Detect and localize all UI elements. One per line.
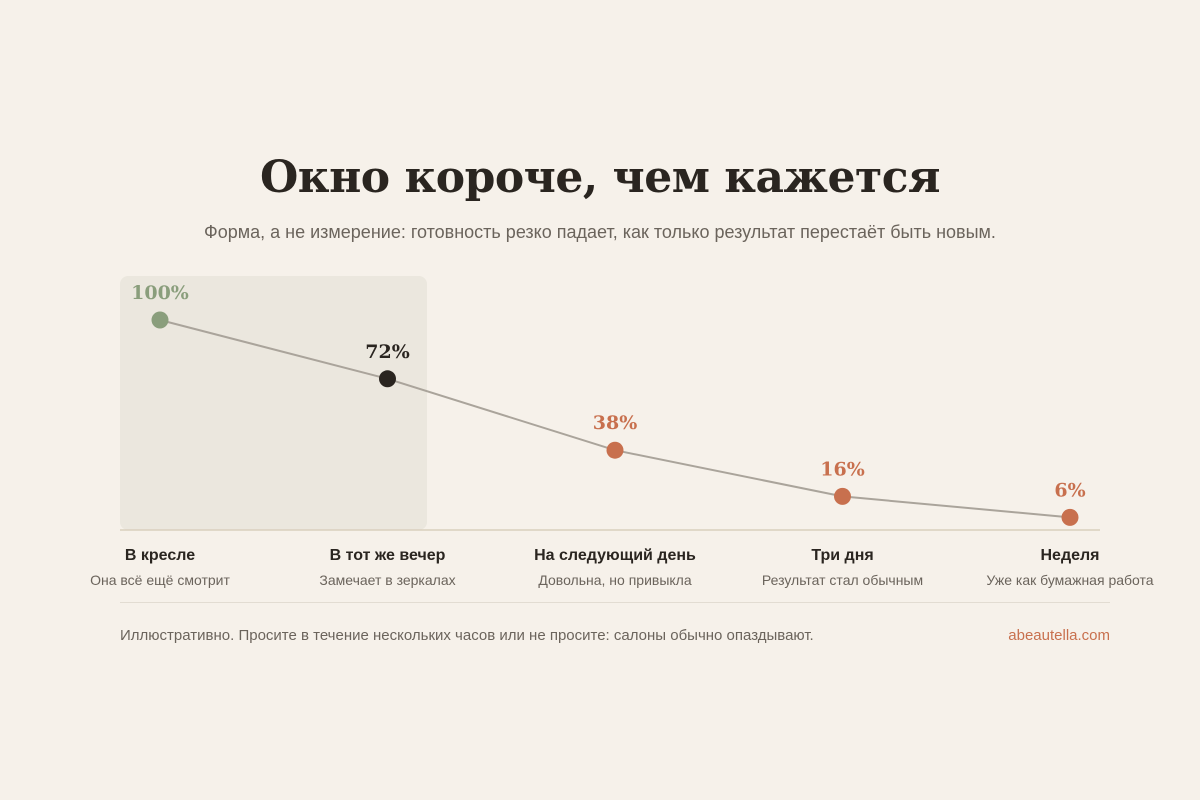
value-label: 38% bbox=[593, 412, 638, 434]
value-label: 6% bbox=[1054, 479, 1085, 501]
category-title: Неделя bbox=[1040, 547, 1100, 564]
category-subtitle: Результат стал обычным bbox=[761, 572, 924, 588]
value-label: 100% bbox=[131, 282, 189, 304]
data-point bbox=[379, 370, 396, 388]
data-point bbox=[151, 311, 169, 329]
category-label: В тот же вечер Замечает в зеркалах bbox=[278, 547, 498, 588]
category-subtitle: Замечает в зеркалах bbox=[319, 572, 456, 588]
category-subtitle: Уже как бумажная работа bbox=[986, 572, 1154, 588]
category-label: Неделя Уже как бумажная работа bbox=[960, 547, 1180, 588]
category-label: На следующий день Довольна, но привыкла bbox=[505, 547, 725, 588]
site-link[interactable]: abeautella.com bbox=[1008, 627, 1110, 644]
category-title: В кресле bbox=[124, 547, 196, 564]
value-label: 16% bbox=[820, 458, 865, 480]
highlight-band bbox=[120, 276, 427, 530]
category-title: В тот же вечер bbox=[329, 547, 446, 564]
data-point bbox=[606, 441, 624, 459]
category-label: Три дня Результат стал обычным bbox=[733, 547, 953, 588]
category-title: На следующий день bbox=[534, 547, 696, 564]
footnote: Иллюстративно. Просите в течение несколь… bbox=[120, 627, 814, 644]
category-title: Три дня bbox=[811, 547, 874, 564]
data-point bbox=[1061, 508, 1079, 526]
value-label: 72% bbox=[365, 341, 410, 363]
category-subtitle: Довольна, но привыкла bbox=[538, 572, 692, 588]
chart-subtitle: Форма, а не измерение: готовность резко … bbox=[204, 222, 996, 242]
category-label: В кресле Она всё ещё смотрит bbox=[50, 547, 270, 588]
footer-divider bbox=[120, 602, 1110, 603]
category-subtitle: Она всё ещё смотрит bbox=[90, 572, 230, 588]
chart-title: Окно короче, чем кажется bbox=[259, 152, 941, 203]
data-point bbox=[834, 487, 851, 505]
